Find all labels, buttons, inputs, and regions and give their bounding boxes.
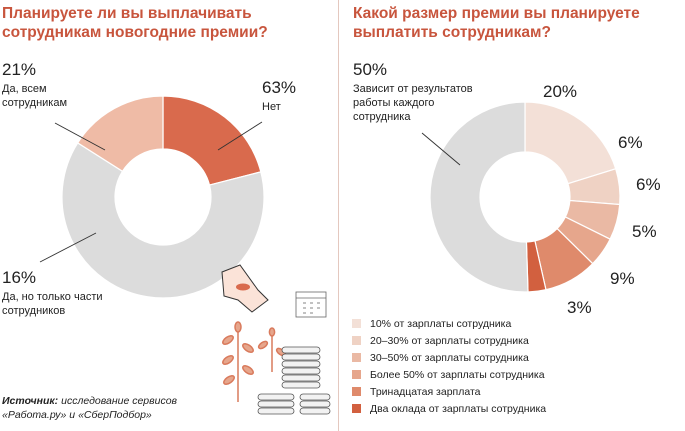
left-chart-title: Планируете ли вы выплачивать сотрудникам… xyxy=(2,5,268,41)
label-no-text: Нет xyxy=(262,101,281,113)
coins-icon xyxy=(257,346,331,415)
right-donut xyxy=(429,101,621,293)
legend-item: Два оклада от зарплаты сотрудника xyxy=(352,400,546,417)
banknote-icon xyxy=(221,264,269,313)
panel-divider xyxy=(338,0,339,431)
right-donut-slice-6 xyxy=(429,101,529,293)
legend-item: 10% от зарплаты сотрудника xyxy=(352,315,546,332)
legend-swatch xyxy=(352,336,361,345)
legend-label: Более 50% от зарплаты сотрудника xyxy=(370,368,545,381)
leader-line-yes-all xyxy=(54,122,106,151)
source-label: Источник: xyxy=(2,395,59,407)
legend-label: 30–50% от зарплаты сотрудника xyxy=(370,351,529,364)
legend-swatch xyxy=(352,404,361,413)
legend-swatch xyxy=(352,370,361,379)
label-10pct-pct: 20% xyxy=(543,82,578,101)
calendar-icon xyxy=(295,291,327,318)
legend-swatch xyxy=(352,353,361,362)
decor-illustration xyxy=(221,264,331,415)
legend-label: 10% от зарплаты сотрудника xyxy=(370,317,512,330)
label-more50pct-pct: 5% xyxy=(632,222,657,241)
label-yes-part-text: Да, но только части сотрудников xyxy=(2,291,103,317)
label-depends-pct: 50% xyxy=(353,60,388,79)
leader-line-yes-part xyxy=(39,232,97,263)
legend-item: 20–30% от зарплаты сотрудника xyxy=(352,332,546,349)
leader-line-depends xyxy=(421,132,461,166)
legend-label: Тринадцатая зарплата xyxy=(370,385,481,398)
legend-swatch xyxy=(352,319,361,328)
legend-label: 20–30% от зарплаты сотрудника xyxy=(370,334,529,347)
legend-swatch xyxy=(352,387,361,396)
label-yes-part-pct: 16% xyxy=(2,268,37,287)
left-donut-slice-2 xyxy=(76,95,164,173)
label-yes-all-pct: 21% xyxy=(2,60,37,79)
right-chart-title: Какой размер премии вы планируете выплат… xyxy=(353,5,640,41)
legend-label: Два оклада от зарплаты сотрудника xyxy=(370,402,547,415)
label-yes-all-text: Да, всем сотрудникам xyxy=(2,83,68,109)
label-no-pct: 63% xyxy=(262,78,297,97)
right-donut-slice-0 xyxy=(524,101,617,185)
source-note: Источник: исследование сервисов «Работа.… xyxy=(2,394,202,422)
left-donut-slice-0 xyxy=(162,95,262,186)
source-text: исследование сервисов «Работа.ру» и «Сбе… xyxy=(2,395,178,421)
label-30-50pct-pct: 6% xyxy=(636,175,661,194)
leader-lines xyxy=(39,121,461,263)
label-20-30pct-pct: 6% xyxy=(618,133,643,152)
label-two-salaries-pct: 3% xyxy=(567,298,592,317)
legend-item: Тринадцатая зарплата xyxy=(352,383,546,400)
legend-item: 30–50% от зарплаты сотрудника xyxy=(352,349,546,366)
label-13th-salary-pct: 9% xyxy=(610,269,635,288)
leader-line-no xyxy=(217,121,263,151)
legend-item: Более 50% от зарплаты сотрудника xyxy=(352,366,546,383)
sprout-icon xyxy=(222,321,287,402)
label-depends-text: Зависит от результатов работы каждого со… xyxy=(353,83,473,123)
right-chart-legend: 10% от зарплаты сотрудника 20–30% от зарп… xyxy=(352,315,546,417)
